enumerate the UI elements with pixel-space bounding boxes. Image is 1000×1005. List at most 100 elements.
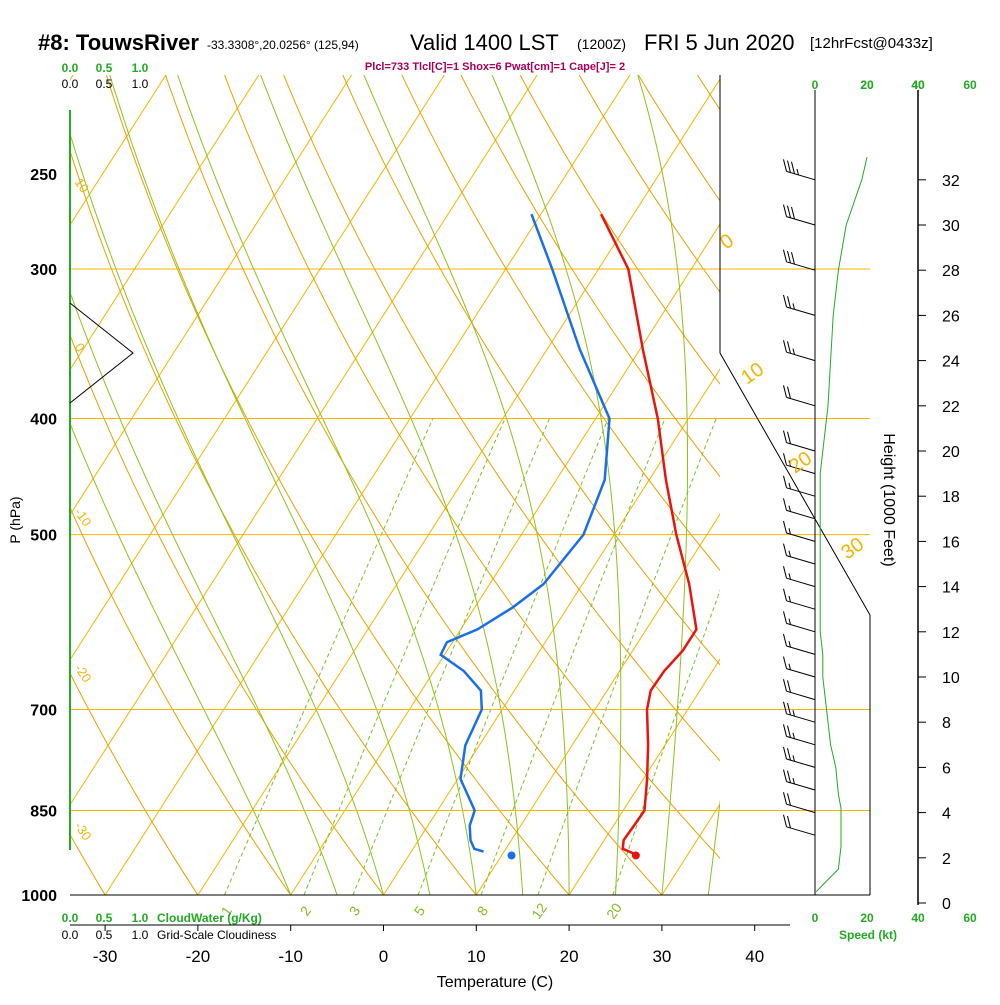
wind-barb (784, 431, 816, 451)
speed-axis-label: Speed (kt) (839, 928, 897, 942)
surface-temperature-point (632, 851, 640, 859)
wind-barb-flag (784, 792, 787, 804)
mixing-ratio-line (304, 419, 505, 895)
mixing-ratio-line (481, 419, 665, 895)
wind-barb-flag (788, 341, 791, 353)
isotherm-line (0, 0, 315, 895)
isotherm-line (12, 0, 778, 895)
isotherm-label: 10 (737, 358, 768, 389)
temperature-tick-label: -30 (93, 947, 118, 966)
wind-barb-flag (788, 793, 791, 805)
wind-barb-staff (787, 736, 816, 744)
cloudwater-scale-top: 0.0 (62, 61, 79, 75)
wind-barb-flag (784, 295, 787, 307)
height-tick-label: 14 (942, 580, 960, 597)
dry-adiabat (277, 58, 848, 895)
wind-barb-staff (787, 623, 816, 631)
height-wind-panel (720, 90, 870, 895)
plot-area (0, 0, 1000, 895)
wind-barb (784, 770, 816, 790)
cloudiness-scale-bottom: 1.0 (132, 928, 149, 942)
wind-barb-staff (787, 217, 816, 225)
dry-adiabat (570, 58, 1000, 895)
wind-barb-staff (787, 714, 816, 722)
header: #8: TouwsRiver -33.3308°,20.0256° (125,9… (38, 30, 933, 73)
mixing-ratio-line (613, 419, 783, 895)
wind-barb-staff (787, 352, 816, 360)
isotherm-label-left: -20 (72, 661, 95, 685)
dry-adiabat (921, 58, 1000, 895)
pressure-axis-label: P (hPa) (7, 496, 23, 543)
isotherm-line (0, 0, 36, 895)
isotherm-line (0, 0, 222, 895)
cloudiness-label: Grid-Scale Cloudiness (157, 928, 276, 942)
moist-adiabat (48, 58, 383, 895)
temperature-tick-label: 40 (745, 947, 764, 966)
speed-tick-top-green: 40 (911, 78, 925, 92)
wind-barb (784, 657, 816, 677)
wind-barb-flag (788, 816, 791, 828)
wind-barb (784, 702, 816, 722)
wind-barb (784, 498, 816, 518)
wind-barb-flag (792, 207, 795, 219)
wind-barb-flag (784, 159, 787, 171)
wind-barb-flag (784, 544, 787, 556)
height-tick-label: 28 (942, 263, 960, 280)
cloudiness-scale-top: 0.5 (96, 77, 113, 91)
wind-barb (784, 634, 816, 654)
height-tick-label: 6 (942, 760, 951, 777)
wind-barb-flag (788, 251, 791, 263)
dry-adiabat (160, 58, 662, 895)
wind-barb-staff (787, 556, 816, 564)
wind-barb (784, 724, 816, 744)
temperature-tick-label: 10 (467, 947, 486, 966)
dry-adiabat (335, 58, 940, 895)
wind-barb-staff (787, 171, 816, 179)
moist-adiabat (485, 58, 621, 895)
wind-barb (784, 295, 816, 315)
wind-barb (784, 385, 816, 405)
isotherm-line (384, 0, 1000, 895)
wind-barb-flag (784, 431, 787, 443)
terrain-outline (720, 353, 870, 895)
height-tick-label: 26 (942, 308, 960, 325)
wind-barb (784, 747, 816, 767)
moist-adiabat (708, 58, 775, 895)
wind-barb-flag (784, 589, 787, 601)
wind-barb (784, 566, 816, 586)
valid-time: Valid 1400 LST (410, 30, 559, 55)
height-tick-label: 24 (942, 354, 960, 371)
wind-barb (784, 340, 816, 360)
height-tick-label: 0 (942, 896, 951, 913)
isotherm-line (198, 0, 964, 895)
dry-adiabat (804, 58, 1000, 895)
isotherm-line (476, 0, 1000, 895)
mixing-ratio-label: 5 (411, 903, 429, 919)
isotherm-label-left: -10 (72, 505, 95, 529)
wind-barb (784, 611, 816, 631)
isotherm-line (0, 0, 129, 895)
height-tick-label: 32 (942, 173, 960, 190)
wind-barb-flag (788, 296, 791, 308)
wind-barb-flag (788, 432, 791, 444)
mixing-ratio-line (353, 419, 550, 895)
wind-barb (784, 521, 816, 541)
cloudwater-scale-top: 1.0 (132, 61, 149, 75)
wind-barb (784, 544, 816, 564)
temperature-tick-label: 0 (379, 947, 388, 966)
isotherm-line (0, 0, 686, 895)
station-coords: -33.3308°,20.0256° (125,94) (207, 38, 359, 52)
wind-barb-staff (787, 827, 816, 835)
wind-barb-flag (784, 815, 787, 827)
dewpoint-line (441, 214, 610, 851)
moist-adiabat (172, 58, 476, 895)
cloudwater-label: CloudWater (g/Kg) (157, 911, 262, 925)
wind-barb-staff (787, 397, 816, 405)
height-tick-label: 18 (942, 489, 960, 506)
surface-dewpoint-point (508, 851, 516, 859)
wind-barb-flag (792, 252, 795, 264)
wind-barb-flag (788, 726, 791, 738)
cloudiness-scale-top: 1.0 (132, 77, 149, 91)
